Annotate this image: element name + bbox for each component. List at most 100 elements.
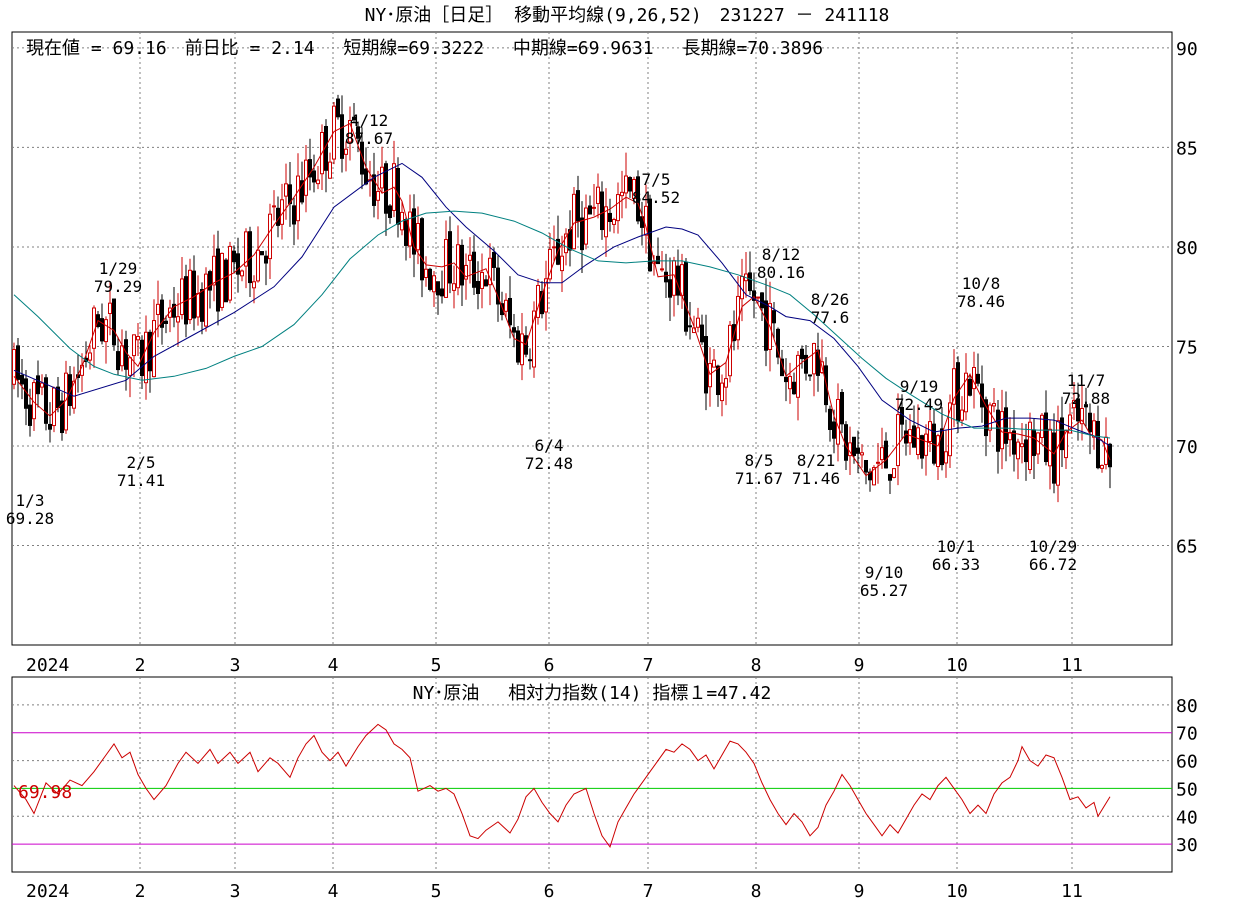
- candle-body: [640, 216, 644, 228]
- candle-body: [892, 468, 896, 478]
- candle-body: [1044, 412, 1048, 463]
- rsi-panel: [11, 676, 1173, 873]
- candle-body: [1012, 430, 1016, 455]
- candle-body: [532, 310, 536, 368]
- candle-body: [1032, 429, 1036, 456]
- y-tick-label: 70: [1176, 437, 1198, 458]
- candle-body: [588, 205, 592, 215]
- candle-body: [388, 205, 392, 218]
- candle-body: [432, 275, 436, 293]
- candle-body: [220, 252, 224, 308]
- candle-body: [300, 180, 304, 203]
- moving-averages: [13, 122, 1111, 477]
- candle-body: [880, 447, 884, 461]
- candle-body: [480, 272, 484, 289]
- rsi-current-value: 69.98: [18, 782, 72, 803]
- candle-body: [20, 374, 24, 385]
- candle-body: [132, 334, 136, 357]
- candle-body: [696, 317, 700, 328]
- candle-body: [920, 435, 924, 459]
- candle-body: [732, 324, 736, 342]
- annotation-date: 8/21: [797, 451, 836, 470]
- y-tick-label: 90: [1176, 39, 1198, 60]
- candle-body: [808, 374, 812, 377]
- candle-body: [600, 191, 604, 231]
- annotation-date: 8/26: [811, 290, 850, 309]
- candle-body: [1028, 421, 1032, 471]
- candle-body: [124, 339, 128, 370]
- candle-body: [836, 398, 840, 445]
- candle-body: [128, 357, 132, 376]
- candle-body: [656, 255, 660, 265]
- candle-body: [244, 231, 248, 267]
- candle-body: [1068, 414, 1072, 434]
- candle-body: [668, 279, 672, 298]
- x-tick-label: 10: [946, 655, 968, 676]
- candle-body: [336, 98, 340, 118]
- chart-title: NY･原油［日足］ 移動平均線(9,26,52) 231227 － 241118: [365, 5, 890, 26]
- annotation-date: 1/3: [16, 491, 45, 510]
- candle-body: [328, 161, 332, 179]
- candle-body: [856, 447, 860, 454]
- annotation-date: 9/19: [900, 377, 939, 396]
- candle-body: [196, 292, 200, 318]
- candle-body: [12, 349, 16, 385]
- annotation-value: 71.46: [792, 469, 840, 488]
- candle-body: [424, 268, 428, 278]
- candle-body: [584, 207, 588, 245]
- candle-body: [40, 382, 44, 388]
- annotation-value: 78.46: [957, 292, 1005, 311]
- candle-body: [1052, 432, 1056, 484]
- rsi-y-tick-label: 70: [1176, 724, 1198, 745]
- candle-body: [292, 205, 296, 225]
- candle-body: [752, 290, 756, 301]
- candle-body: [484, 279, 488, 287]
- x-tick-label: 8: [751, 881, 762, 902]
- candle-body: [628, 177, 632, 192]
- rsi-x-axis: 2024 2 3 4 5 6 7 8 9 10 11: [26, 881, 1083, 902]
- candle-body: [544, 278, 548, 313]
- candle-body: [208, 271, 212, 291]
- annotation-date: 8/5: [745, 451, 774, 470]
- candle-body: [712, 359, 716, 368]
- candle-body: [224, 259, 228, 303]
- candle-body: [468, 254, 472, 261]
- candle-body: [136, 336, 140, 341]
- candle-body: [360, 141, 364, 175]
- candle-body: [68, 374, 72, 407]
- candle-body: [116, 351, 120, 371]
- candle-body: [408, 211, 412, 247]
- candle-body: [496, 267, 500, 305]
- candle-body: [608, 212, 612, 222]
- candle-body: [680, 264, 684, 297]
- candle-body: [376, 191, 380, 201]
- x-tick-label: 2: [135, 881, 146, 902]
- price-x-axis: 2024 2 3 4 5 6 7 8 9 10 11: [26, 655, 1083, 676]
- candle-body: [944, 451, 948, 464]
- annotation-value: 80.16: [757, 263, 805, 282]
- candle-body: [988, 404, 992, 431]
- candle-body: [596, 186, 600, 204]
- candle-body: [572, 193, 576, 250]
- candle-body: [372, 174, 376, 206]
- candle-body: [156, 303, 160, 315]
- candle-body: [860, 452, 864, 456]
- candle-body: [620, 191, 624, 197]
- candle-body: [804, 354, 808, 374]
- x-tick-label: 8: [751, 655, 762, 676]
- candle-body: [580, 217, 584, 251]
- candle-body: [176, 316, 180, 323]
- candle-body: [384, 163, 388, 214]
- candle-body: [840, 391, 844, 425]
- rsi-series: [13, 723, 1111, 848]
- annotation-value: 87.67: [345, 129, 393, 148]
- candle-body: [268, 213, 272, 260]
- candle-body: [540, 291, 544, 315]
- candle-body: [1108, 443, 1112, 468]
- candle-body: [420, 218, 424, 281]
- annotation-date: 7/5: [642, 170, 671, 189]
- candle-body: [164, 320, 168, 324]
- candle-body: [716, 365, 720, 396]
- candle-body: [904, 430, 908, 444]
